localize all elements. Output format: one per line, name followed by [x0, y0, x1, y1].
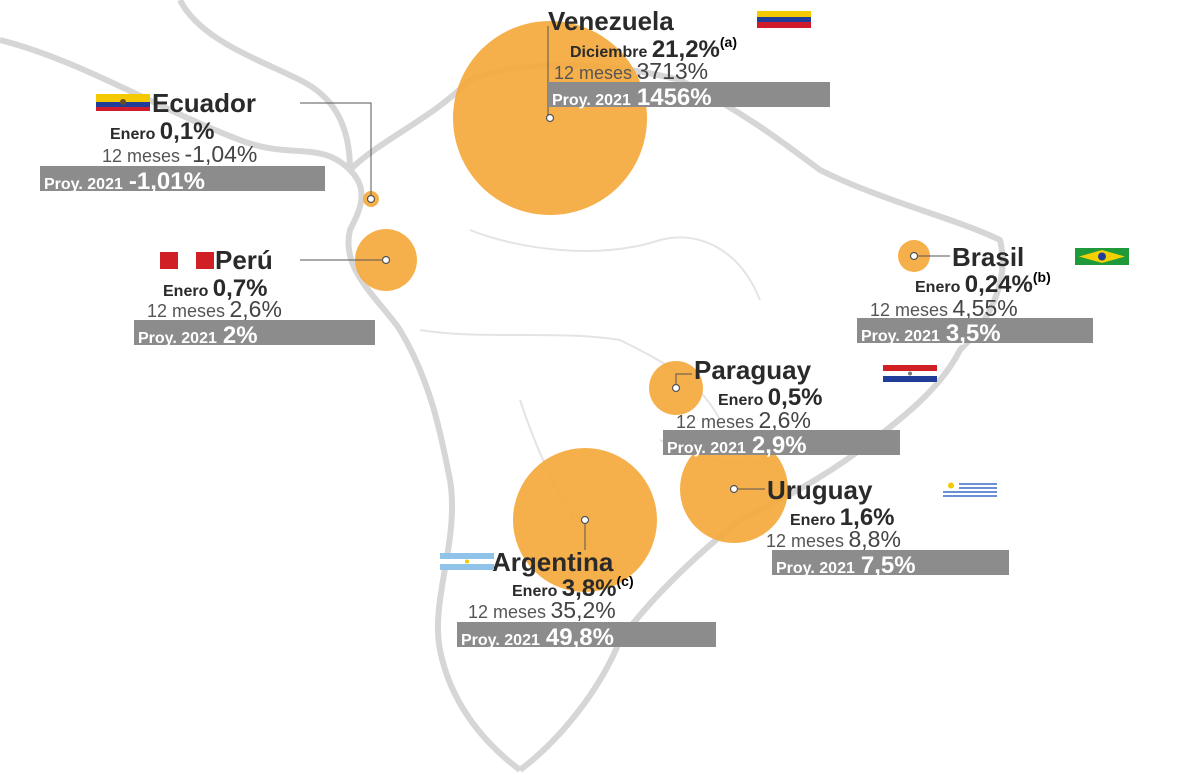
- brasil-flag-icon: [1075, 248, 1129, 270]
- projection-box: Proy. 2021 49,8%: [457, 622, 716, 650]
- yoy-label: 12 meses: [102, 146, 181, 166]
- footnote: (c): [616, 573, 634, 589]
- monthly-inflation: Enero 0,5%: [718, 383, 823, 410]
- annual-inflation: 12 meses 3713%: [554, 60, 708, 83]
- monthly-inflation: Enero 0,1%: [110, 117, 215, 144]
- country-name: Uruguay: [767, 475, 873, 505]
- projection-value: 2%: [222, 322, 258, 349]
- monthly-inflation: Enero 1,6%: [790, 503, 895, 530]
- annual-inflation: 12 meses 4,55%: [870, 297, 1018, 320]
- projection-label: Proy. 2021: [861, 328, 940, 345]
- month-value: 0,24%: [964, 271, 1033, 298]
- projection-box: Proy. 2021 -1,01%: [40, 166, 325, 194]
- marker-brasil: [909, 251, 919, 261]
- yoy-value: 8,8%: [848, 526, 901, 552]
- yoy-value: 2,6%: [758, 407, 811, 433]
- yoy-label: 12 meses: [554, 63, 633, 83]
- month-label: Enero: [718, 392, 764, 409]
- yoy-value: 2,6%: [229, 296, 282, 322]
- projection-box: Proy. 2021 2,9%: [663, 430, 900, 458]
- marker-argentina: [580, 515, 590, 525]
- month-value: 0,5%: [767, 384, 823, 411]
- projection-label: Proy. 2021: [552, 92, 631, 109]
- marker-venezuela: [545, 113, 555, 123]
- yoy-value: 3713%: [636, 58, 709, 84]
- yoy-label: 12 meses: [870, 300, 949, 320]
- projection-label: Proy. 2021: [776, 560, 855, 577]
- projection-label: Proy. 2021: [667, 440, 746, 457]
- annual-inflation: 12 meses 8,8%: [766, 528, 901, 551]
- marker-paraguay: [671, 383, 681, 393]
- projection-value: -1,01%: [128, 168, 205, 195]
- marker-uruguay: [729, 484, 739, 494]
- country-name: Venezuela: [548, 6, 674, 36]
- monthly-inflation: Enero 0,7%: [163, 274, 268, 301]
- month-label: Enero: [512, 583, 558, 600]
- country-name: Perú: [215, 245, 273, 275]
- country-name: Paraguay: [694, 355, 812, 385]
- projection-value: 1456%: [636, 84, 712, 111]
- projection-box: Proy. 2021 3,5%: [857, 318, 1093, 346]
- month-label: Diciembre: [570, 44, 648, 61]
- projection-label: Proy. 2021: [461, 632, 540, 649]
- yoy-label: 12 meses: [766, 531, 845, 551]
- country-name: Ecuador: [152, 88, 257, 118]
- yoy-value: 4,55%: [952, 295, 1018, 321]
- monthly-inflation: Diciembre 21,2%(a): [570, 35, 737, 62]
- country-name: Brasil: [952, 242, 1025, 272]
- connector-ecuador: [300, 102, 372, 199]
- projection-value: 2,9%: [751, 432, 807, 459]
- peru-flag-icon: [160, 252, 214, 274]
- projection-value: 3,5%: [945, 320, 1001, 347]
- yoy-label: 12 meses: [147, 301, 226, 321]
- paraguay-flag-icon: [883, 365, 937, 387]
- projection-box: Proy. 2021 1456%: [548, 82, 830, 110]
- yoy-value: 35,2%: [550, 597, 616, 623]
- venezuela-flag-icon: [757, 11, 811, 33]
- projection-box: Proy. 2021 7,5%: [772, 550, 1009, 578]
- month-label: Enero: [163, 283, 209, 300]
- uruguay-flag-icon: [943, 481, 997, 503]
- projection-value: 7,5%: [860, 552, 916, 579]
- month-value: 0,7%: [212, 275, 268, 302]
- yoy-value: -1,04%: [184, 141, 258, 167]
- annual-inflation: 12 meses 2,6%: [147, 298, 282, 321]
- connector-paraguay: [675, 373, 692, 388]
- month-value: 21,2%: [651, 36, 720, 63]
- month-value: 1,6%: [839, 504, 895, 531]
- month-label: Enero: [915, 279, 961, 296]
- marker-ecuador: [366, 194, 376, 204]
- projection-value: 49,8%: [545, 624, 614, 651]
- month-label: Enero: [110, 126, 156, 143]
- argentina-flag-icon: [440, 553, 494, 575]
- footnote: (b): [1032, 269, 1051, 285]
- footnote: (a): [719, 34, 738, 50]
- annual-inflation: 12 meses -1,04%: [102, 143, 257, 166]
- month-label: Enero: [790, 512, 836, 529]
- month-value: 3,8%: [561, 575, 617, 602]
- monthly-inflation: Enero 3,8%(c): [512, 574, 634, 601]
- projection-label: Proy. 2021: [138, 330, 217, 347]
- country-name: Argentina: [492, 547, 614, 577]
- projection-box: Proy. 2021 2%: [134, 320, 375, 348]
- marker-peru: [381, 255, 391, 265]
- month-value: 0,1%: [159, 118, 215, 145]
- annual-inflation: 12 meses 35,2%: [468, 599, 616, 622]
- yoy-label: 12 meses: [676, 412, 755, 432]
- projection-label: Proy. 2021: [44, 176, 123, 193]
- annual-inflation: 12 meses 2,6%: [676, 409, 811, 432]
- ecuador-flag-icon: [96, 94, 150, 116]
- monthly-inflation: Enero 0,24%(b): [915, 270, 1051, 297]
- yoy-label: 12 meses: [468, 602, 547, 622]
